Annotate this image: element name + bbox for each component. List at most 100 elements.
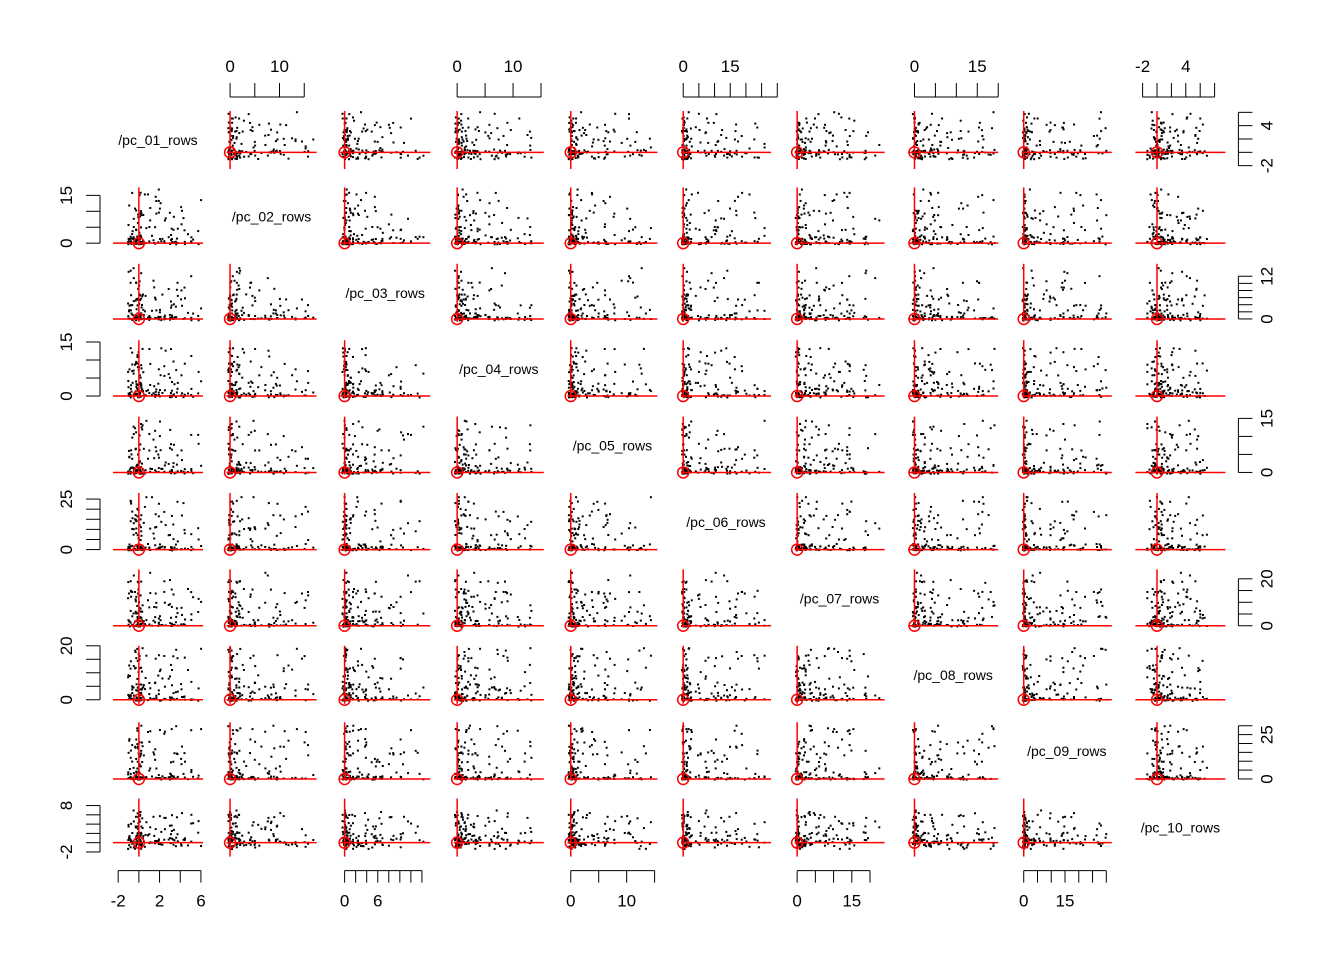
scatter-point [390,236,393,239]
scatter-point [808,234,811,236]
scatter-point [1162,148,1165,151]
scatter-point [228,362,230,365]
scatter-point [484,313,487,316]
scatter-point [924,226,927,229]
panel-r2-c1 [223,263,317,326]
scatter-point [604,202,607,205]
scatter-point [1030,156,1033,159]
scatter-point [129,237,132,240]
origin-marker [223,389,237,403]
scatter-point [241,306,244,309]
scatter-point [1073,209,1075,212]
scatter-point [458,241,461,244]
scatter-point [1023,293,1026,296]
scatter-point [470,153,473,155]
scatter-point [1040,369,1043,372]
scatter-point [1028,138,1031,141]
scatter-point [685,202,688,205]
scatter-point [683,239,686,242]
scatter-point [247,381,250,384]
scatter-point [175,288,178,291]
scatter-point [597,241,600,244]
scatter-point [824,223,826,226]
scatter-point [936,148,939,151]
scatter-point [799,138,802,141]
scatter-point [685,240,688,243]
scatter-point [800,287,803,290]
scatter-point [399,387,402,390]
scatter-point [919,388,922,391]
scatter-point [1201,152,1204,155]
scatter-point [919,310,922,313]
scatter-point [728,316,731,319]
scatter-point [824,289,826,292]
scatter-point [837,370,840,373]
scatter-point [1152,309,1155,312]
scatter-point [148,226,151,228]
scatter-point [1177,314,1179,317]
scatter-point [948,370,951,373]
scatter-point [916,130,919,133]
scatter-point [1151,317,1154,320]
scatter-point [1169,238,1172,241]
scatter-point [929,374,932,377]
scatter-point [190,319,193,322]
scatter-point [802,153,805,156]
scatter-point [805,117,808,120]
scatter-point [578,298,581,301]
scatter-point [279,393,282,396]
scatter-point [1195,126,1198,129]
scatter-point [620,141,623,144]
scatter-point [723,314,726,316]
scatter-point [1026,215,1029,218]
scatter-point [243,351,246,354]
scatter-point [992,235,995,238]
scatter-point [1157,140,1159,143]
scatter-point [504,241,507,244]
scatter-point [818,384,821,387]
scatter-point [341,393,344,396]
scatter-point [681,238,684,241]
scatter-point [713,300,716,303]
scatter-point [824,240,827,243]
scatter-point [1025,384,1028,387]
scatter-point [478,153,481,156]
scatter-point [347,390,350,393]
scatter-point [1194,134,1197,137]
scatter-point [1105,149,1108,152]
scatter-point [687,156,689,159]
scatter-point [726,153,728,155]
scatter-point [1169,144,1172,147]
origin-marker [1017,146,1030,159]
scatter-point [257,386,260,389]
scatter-point [1084,153,1086,155]
scatter-point [349,211,352,214]
scatter-point [307,381,310,384]
scatter-point [918,286,921,289]
scatter-point [312,391,315,394]
scatter-point [967,306,970,309]
scatter-point [378,149,381,152]
scatter-point [729,376,732,379]
scatter-point [472,294,475,297]
scatter-point [239,156,242,159]
scatter-point [583,304,586,306]
scatter-point [1073,222,1075,224]
scatter-point [833,380,836,383]
scatter-point [800,293,803,296]
scatter-point [809,140,812,143]
scatter-point [579,383,582,386]
scatter-point [801,281,804,284]
scatter-point [272,308,275,311]
panel-r2-c5 [676,263,771,326]
scatter-point [804,367,807,370]
scatter-point [1199,150,1202,153]
scatter-point [811,308,813,311]
scatter-point [357,238,360,240]
scatter-point [227,319,230,322]
scatter-point [140,386,143,389]
panel-r0-c1 [223,111,317,169]
scatter-point [804,158,807,160]
scatter-point [960,202,963,205]
scatter-point [976,241,978,244]
